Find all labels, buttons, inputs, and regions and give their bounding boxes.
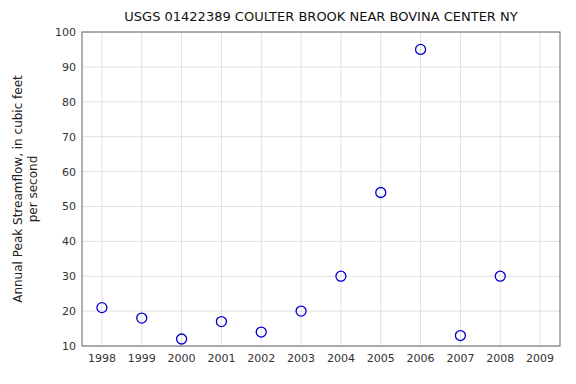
point [455, 331, 465, 341]
y-tick-label: 10 [62, 340, 76, 353]
y-tick-label: 50 [62, 200, 76, 213]
y-tick-label: 20 [62, 305, 76, 318]
x-grid-line [500, 32, 501, 346]
x-tick-label: 2004 [327, 352, 355, 365]
y-grid-line [82, 311, 560, 312]
point [216, 317, 226, 327]
x-tick-label: 1999 [128, 352, 156, 365]
y-grid-line [82, 136, 560, 137]
x-grid-line [540, 32, 541, 346]
x-tick-label: 2005 [367, 352, 395, 365]
x-tick-label: 2006 [407, 352, 435, 365]
x-grid-line [141, 32, 142, 346]
points [97, 44, 505, 344]
y-grid-line [82, 276, 560, 277]
x-grid-line [420, 32, 421, 346]
x-tick-label: 2002 [247, 352, 275, 365]
y-grid-line [82, 171, 560, 172]
point [376, 187, 386, 197]
y-tick-label: 60 [62, 166, 76, 179]
y-tick-label: 40 [62, 235, 76, 248]
x-grid-line [340, 32, 341, 346]
y-axis-label: Annual Peak Streamflow, in cubic feet [11, 75, 25, 303]
y-tick-label: 90 [62, 61, 76, 74]
x-tick-label: 2009 [526, 352, 554, 365]
x-grid-line [101, 32, 102, 346]
y-tick-label: 100 [55, 26, 76, 39]
x-tick-label: 2003 [287, 352, 315, 365]
x-grid-line [380, 32, 381, 346]
grid [82, 32, 560, 346]
y-tick-label: 70 [62, 131, 76, 144]
x-tick-label: 2008 [486, 352, 514, 365]
x-tick-label: 1998 [88, 352, 116, 365]
plot-frame [82, 32, 560, 346]
chart: 1998 1999 2000 2001 2002 2003 2004 2005 2006 2007… [0, 0, 576, 384]
y-grid-line [82, 66, 560, 67]
x-tick-label: 2007 [446, 352, 474, 365]
point [137, 313, 147, 323]
y-tick-label: 80 [62, 96, 76, 109]
y-tick-label: 30 [62, 270, 76, 283]
x-grid-line [221, 32, 222, 346]
background [0, 0, 576, 384]
point [336, 271, 346, 281]
title: USGS 01422389 COULTER BROOK NEAR BOVINA … [124, 9, 517, 24]
y-grid-line [82, 206, 560, 207]
point [177, 334, 187, 344]
x-tick-label: 2000 [168, 352, 196, 365]
x-grid-line [460, 32, 461, 346]
point [495, 271, 505, 281]
y-axis-label: per second [26, 156, 40, 223]
y-grid-line [82, 101, 560, 102]
point [97, 303, 107, 313]
y-grid-line [82, 241, 560, 242]
point [296, 306, 306, 316]
x-grid-line [301, 32, 302, 346]
x-tick-label: 2001 [207, 352, 235, 365]
point [416, 44, 426, 54]
x-grid-line [261, 32, 262, 346]
x-grid-line [181, 32, 182, 346]
point [256, 327, 266, 337]
